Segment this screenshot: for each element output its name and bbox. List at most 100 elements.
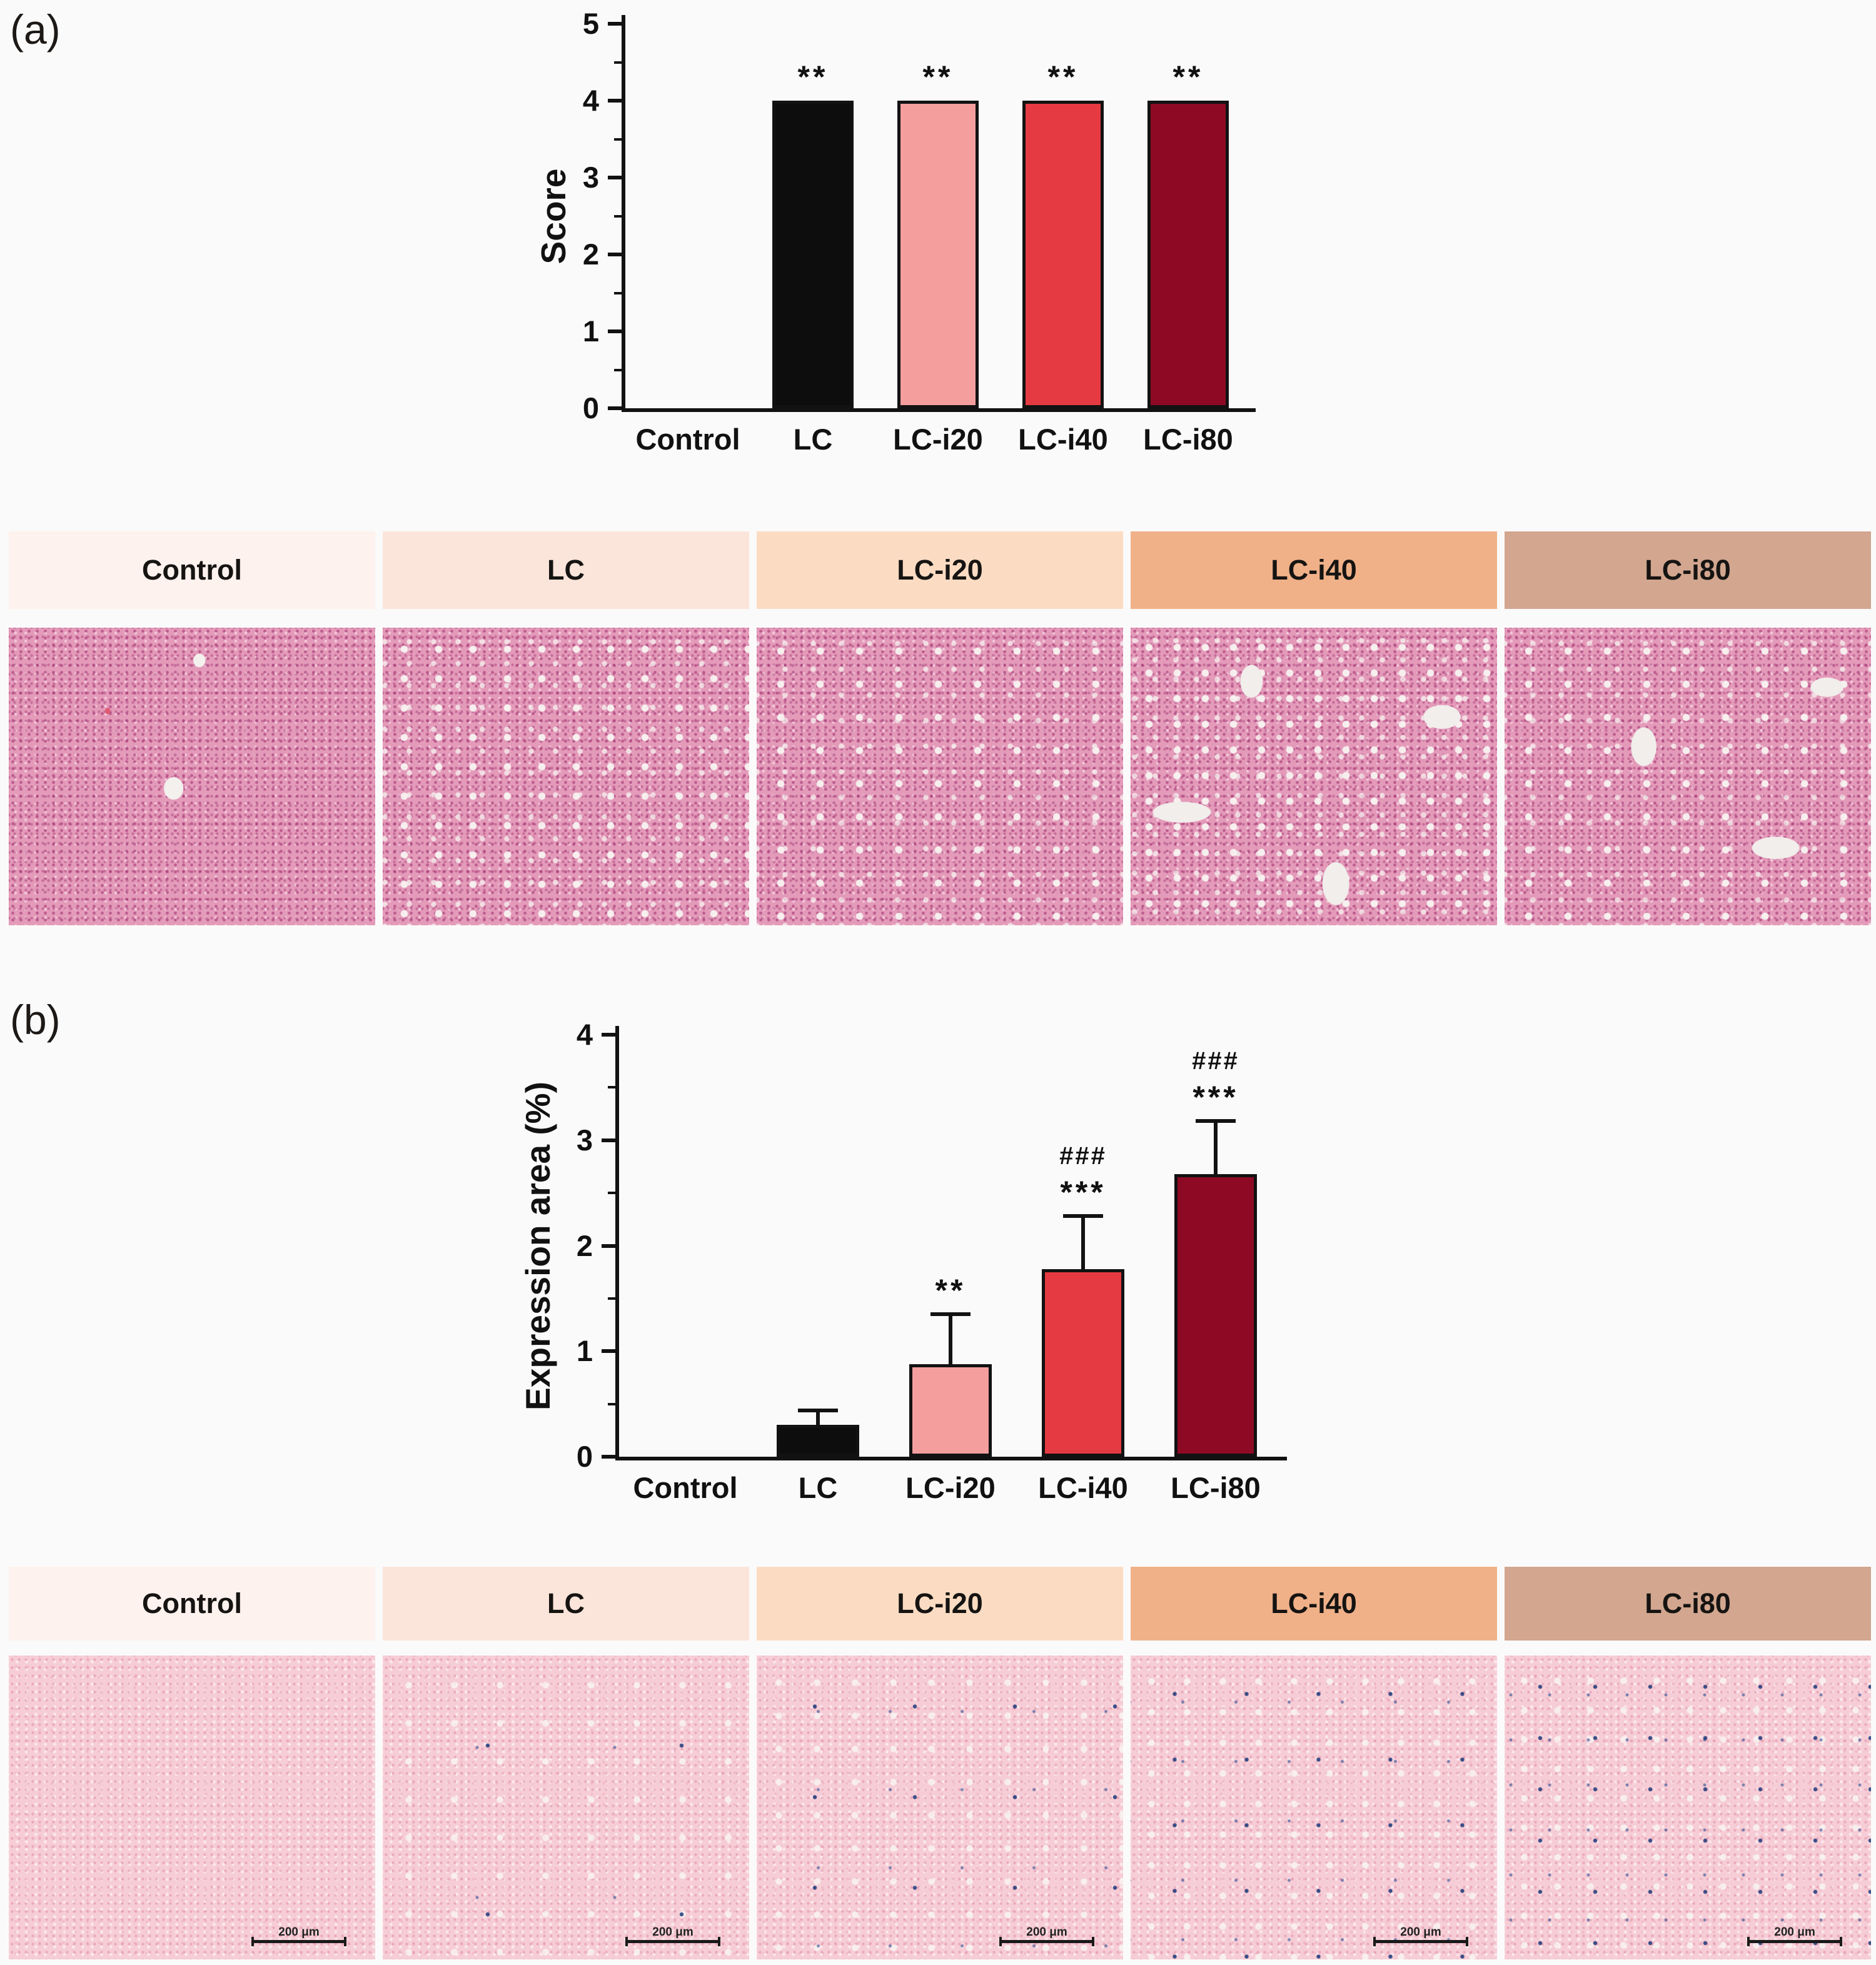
y-tick-label: 5 (582, 7, 599, 40)
significance-stars: ** (1047, 59, 1079, 94)
error-bar-cap (1196, 1119, 1236, 1123)
scale-bar-label: 200 μm (1026, 1926, 1067, 1939)
x-category-label: LC (798, 1471, 838, 1504)
y-tick-label: 1 (582, 314, 599, 348)
scale-bar: 200 μm (1747, 1926, 1842, 1946)
x-category-label: LC-i20 (905, 1471, 996, 1504)
y-tick (602, 1349, 615, 1354)
y-minor-tick (607, 1192, 615, 1195)
bar (1042, 1269, 1124, 1457)
scale-bar: 200 μm (625, 1926, 720, 1946)
scale-bar-line (1747, 1937, 1842, 1946)
scale-bar: 200 μm (251, 1926, 346, 1946)
y-tick-label: 4 (576, 1018, 593, 1051)
x-category-label: Control (633, 1471, 738, 1504)
x-category-label: LC-i40 (1038, 1471, 1128, 1504)
bar (1022, 101, 1104, 408)
x-axis (622, 408, 1256, 412)
scale-bar-label: 200 μm (278, 1926, 320, 1939)
y-tick (608, 176, 622, 179)
histology-image-b-lc: 200 μm (383, 1656, 749, 1959)
x-category-label: LC-i40 (1018, 423, 1108, 456)
significance-stars: ** (797, 59, 829, 94)
y-tick (608, 406, 622, 410)
x-axis (615, 1457, 1287, 1460)
group-header-a-control: Control (9, 531, 375, 609)
x-category-label: LC-i80 (1171, 1471, 1261, 1504)
group-header-a-lc-i80: LC-i80 (1505, 531, 1871, 609)
significance-stars: ** (935, 1273, 966, 1309)
y-minor-tick (607, 1297, 615, 1300)
hash-annotation: ### (1192, 1047, 1239, 1075)
y-axis (615, 1026, 619, 1460)
histology-image-a-lc-i40 (1131, 628, 1497, 925)
histology-image-b-control: 200 μm (9, 1656, 375, 1959)
y-tick-label: 1 (576, 1334, 593, 1368)
y-tick-label: 0 (582, 391, 599, 425)
group-header-b-lc-i20: LC-i20 (757, 1567, 1123, 1641)
scale-bar-line (1373, 1937, 1468, 1946)
y-tick (608, 253, 622, 256)
group-header-a-lc-i40: LC-i40 (1131, 531, 1497, 609)
scale-bar-line (251, 1937, 346, 1946)
group-header-a-lc: LC (383, 531, 749, 609)
histology-image-b-lc-i40: 200 μm (1131, 1656, 1497, 1959)
error-bar-cap (798, 1408, 838, 1412)
significance-stars: *** (1193, 1080, 1239, 1115)
x-category-label: LC (793, 423, 833, 456)
y-tick-label: 0 (576, 1440, 593, 1473)
significance-stars: ** (922, 59, 954, 94)
histology-image-a-lc-i80 (1505, 628, 1871, 925)
scale-bar-label: 200 μm (1774, 1926, 1815, 1939)
y-minor-tick (613, 61, 622, 64)
y-minor-tick (613, 214, 622, 218)
scale-bar: 200 μm (999, 1926, 1094, 1946)
histology-image-b-lc-i80: 200 μm (1505, 1656, 1871, 1959)
group-header-b-lc-i40: LC-i40 (1131, 1567, 1497, 1641)
y-tick-label: 2 (582, 238, 599, 271)
y-minor-tick (613, 138, 622, 141)
score-bar-chart: Score 0 1 2 3 4 5 Control LC ** LC-i20 ** LC-i40 ** L… (488, 5, 1313, 493)
y-tick (602, 1033, 615, 1037)
group-header-b-control: Control (9, 1567, 375, 1641)
y-tick-label: 4 (582, 84, 599, 117)
y-tick (602, 1455, 615, 1459)
y-tick (602, 1138, 615, 1142)
histology-image-a-control (9, 628, 375, 925)
histology-image-a-lc (383, 628, 749, 925)
y-minor-tick (607, 1086, 615, 1089)
histology-image-b-lc-i20: 200 μm (757, 1656, 1123, 1959)
scale-bar-label: 200 μm (1400, 1926, 1441, 1939)
group-header-b-lc: LC (383, 1567, 749, 1641)
y-minor-tick (613, 291, 622, 294)
y-tick (602, 1244, 615, 1248)
scale-bar: 200 μm (1373, 1926, 1468, 1946)
expression-area-bar-chart: Expression area (%) 0 1 2 3 4 Control LC LC-i20… (488, 1000, 1313, 1519)
bar (1147, 101, 1229, 408)
bar (897, 101, 979, 408)
y-axis (622, 15, 625, 412)
bar (909, 1364, 992, 1457)
bar (777, 1425, 859, 1457)
y-tick (608, 22, 622, 26)
significance-stars: ** (1172, 59, 1204, 94)
error-bar (816, 1410, 820, 1425)
hash-annotation: ### (1059, 1142, 1107, 1170)
panel-b-label: (b) (10, 997, 61, 1043)
scale-bar-line (625, 1937, 720, 1946)
panel-a-label: (a) (10, 6, 61, 53)
error-bar-cap (1063, 1214, 1103, 1219)
y-tick-label: 3 (582, 161, 599, 194)
error-bar (1081, 1216, 1085, 1269)
y-tick-label: 2 (576, 1229, 593, 1262)
scale-bar-line (999, 1937, 1094, 1946)
error-bar (1214, 1121, 1218, 1174)
y-tick-label: 3 (576, 1123, 593, 1157)
y-minor-tick (607, 1402, 615, 1405)
bar (772, 101, 854, 408)
y-tick (608, 99, 622, 103)
x-category-label: Control (635, 423, 740, 456)
bar (1174, 1173, 1257, 1457)
error-bar (949, 1314, 952, 1364)
